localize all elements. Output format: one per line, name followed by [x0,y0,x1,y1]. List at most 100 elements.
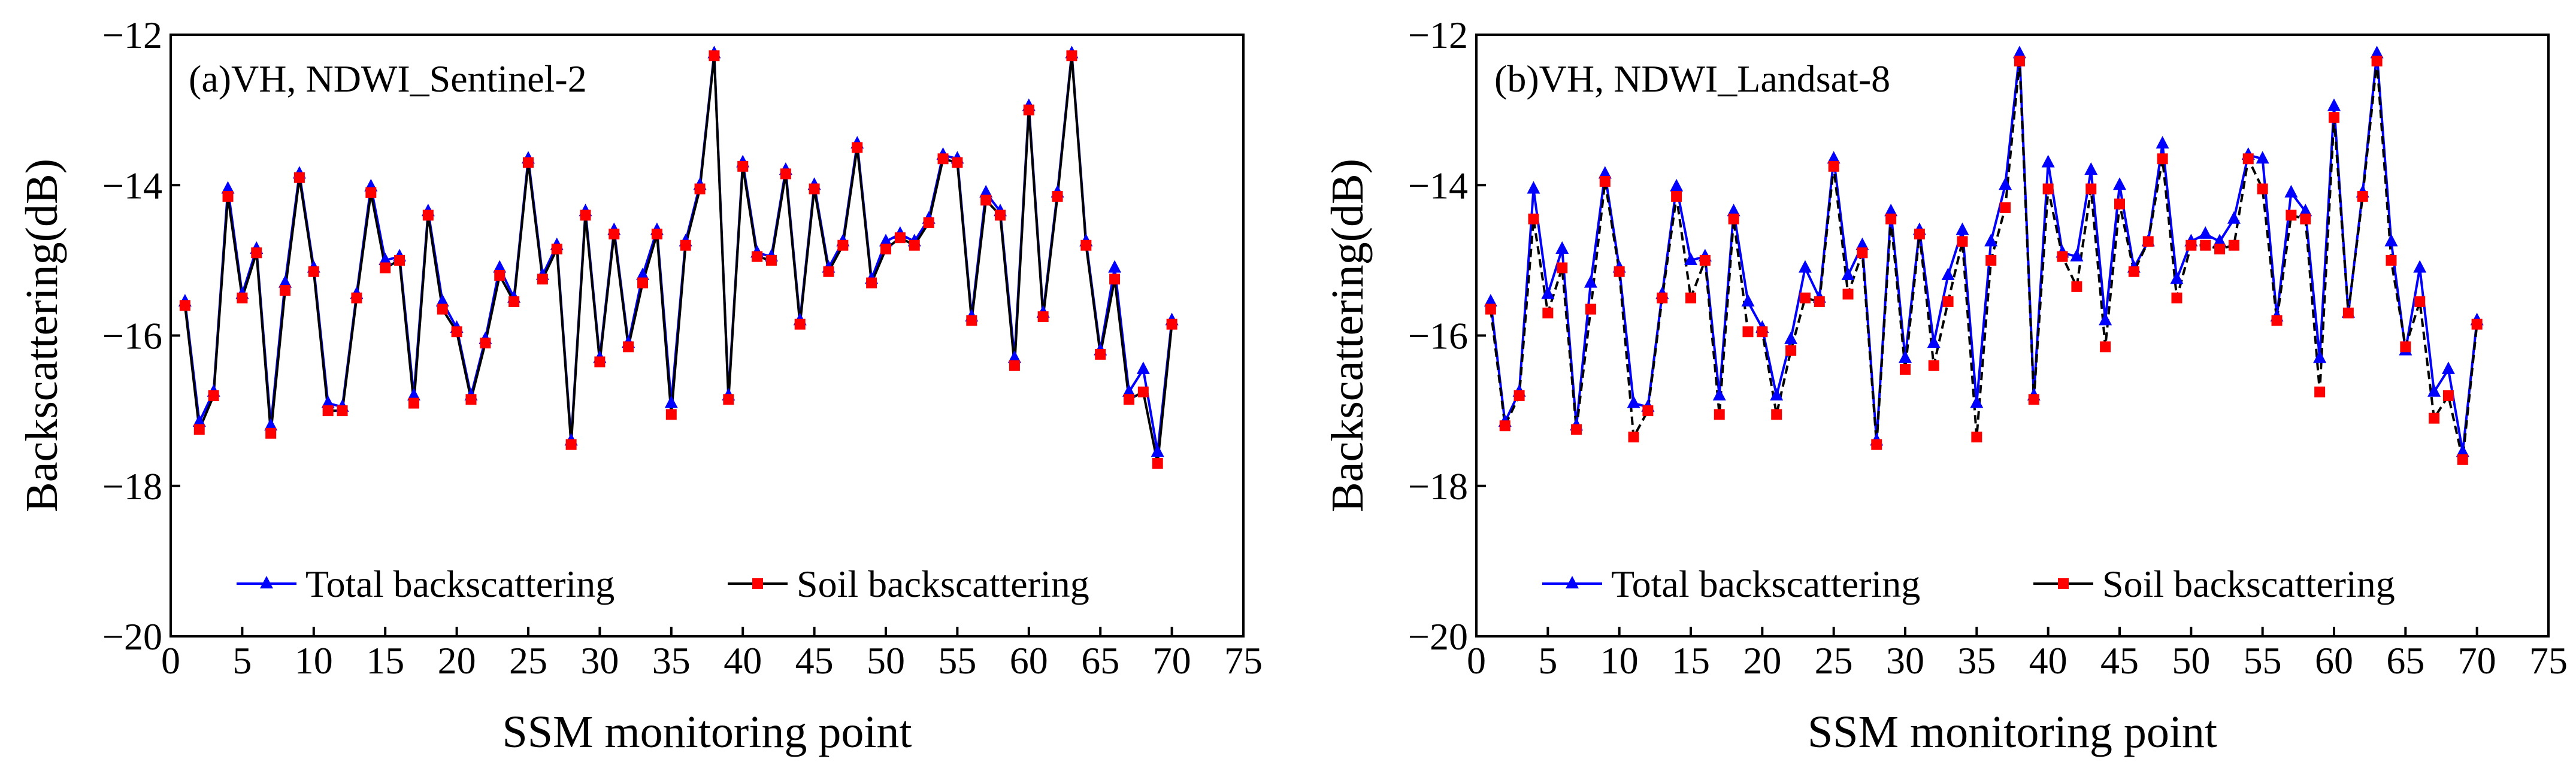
marker-soil-point [1123,394,1134,405]
marker-soil-point [193,424,205,435]
x-tick-label: 45 [2100,639,2139,682]
marker-soil-point [2471,318,2483,330]
marker-soil-point [2271,315,2283,326]
marker-soil-point [1900,364,1911,375]
marker-soil-point [351,292,362,303]
marker-soil-point [1757,326,1768,338]
marker-total-point [1136,362,1150,375]
marker-soil-point [1585,303,1596,315]
y-tick-label: −20 [102,615,162,658]
marker-soil-point [637,277,649,289]
marker-total-point [407,388,420,400]
marker-total-point [1841,268,1855,280]
marker-total-point [1884,204,1898,217]
marker-soil-point [2357,191,2368,202]
marker-soil-point [2300,213,2311,224]
marker-soil-point [293,172,305,183]
marker-soil-point [1885,213,1897,224]
y-axis-title: Backscattering(dB) [1322,159,1373,512]
marker-soil-point [1985,254,1997,266]
marker-total-point [1727,204,1740,217]
marker-soil-point [1657,292,1668,303]
marker-soil-point [923,217,934,229]
marker-total-point [221,181,235,194]
marker-soil-point [1771,409,1782,420]
marker-total-point [664,395,678,408]
marker-soil-point [1009,360,1020,371]
marker-soil-point [2400,341,2411,353]
marker-soil-point [2386,254,2397,266]
marker-total-point [2413,260,2427,273]
marker-soil-point [1152,458,1163,469]
marker-soil-point [1857,247,1868,259]
marker-soil-point [2171,292,2183,303]
x-tick-label: 60 [1010,639,1048,682]
marker-total-point [2156,136,2169,149]
marker-soil-point [2414,296,2426,307]
marker-total-point [2370,45,2384,59]
x-tick-label: 5 [232,639,252,682]
marker-total-point [1684,252,1697,265]
marker-soil-point [651,228,662,239]
marker-soil-point [2228,239,2239,251]
x-tick-label: 40 [2029,639,2068,682]
marker-soil-point [1499,420,1511,432]
marker-total-point [379,252,392,265]
x-tick-label: 25 [1815,639,1853,682]
marker-total-point [1999,177,2012,190]
marker-soil-point [1942,296,1954,307]
marker-total-point [2227,211,2241,224]
marker-soil-point [2257,183,2268,195]
x-tick-label: 55 [2244,639,2282,682]
marker-soil-point [2342,307,2354,318]
marker-soil-point [1137,386,1149,397]
marker-soil-point [222,191,234,202]
marker-total-point [1007,350,1021,363]
x-tick-label: 0 [161,639,180,682]
x-tick-label: 35 [1957,639,1996,682]
marker-total-point [1827,151,1841,164]
marker-total-point [2099,312,2112,326]
marker-soil-point [1799,292,1811,303]
marker-soil-point [2200,239,2211,251]
marker-soil-point [179,300,190,311]
marker-soil-point [1557,262,1568,274]
marker-soil-point [909,239,920,251]
marker-soil-point [1714,409,1725,420]
marker-soil-point [1542,307,1554,318]
x-tick-label: 30 [580,639,619,682]
marker-soil-point [1485,303,1496,315]
y-tick-label: −12 [1408,14,1468,56]
x-tick-label: 45 [795,639,834,682]
marker-total-point [2012,45,2026,59]
marker-total-point [1627,395,1640,408]
marker-soil-point [465,394,477,405]
marker-total-point [2070,248,2084,262]
marker-soil-point [1599,175,1611,187]
y-tick-label: −20 [1408,615,1468,658]
marker-total-point [2084,162,2098,175]
x-tick-label: 15 [1672,639,1710,682]
marker-soil-point [1671,191,1682,202]
marker-total-point [1784,331,1798,344]
marker-total-point [2170,271,2184,284]
marker-total-point [1855,237,1869,250]
marker-soil-point [765,254,777,266]
panel-title: (b)VH, NDWI_Landsat-8 [1494,57,1890,100]
marker-soil-point [809,183,820,195]
marker-soil-point [1785,345,1797,356]
marker-soil-point [1528,213,1539,224]
x-tick-label: 20 [1743,639,1781,682]
marker-soil-point [665,409,677,420]
marker-soil-point [694,183,706,195]
marker-soil-point [480,338,491,349]
x-tick-label: 75 [1224,639,1263,682]
marker-soil-point [580,210,591,221]
x-tick-label: 50 [867,639,905,682]
marker-soil-point [1814,296,1825,307]
marker-soil-point [2128,266,2139,277]
legend-marker-total [1566,576,1579,588]
x-tick-label: 40 [724,639,762,682]
marker-soil-point [623,341,634,353]
